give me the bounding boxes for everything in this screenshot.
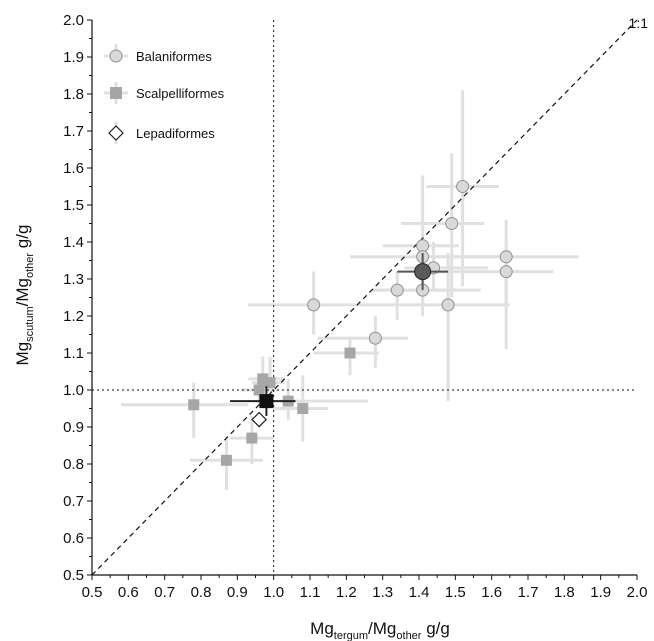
balaniformes-point-11 bbox=[368, 331, 382, 345]
y-axis-title-subscript2: other bbox=[24, 253, 36, 278]
y-tick-label-13: 1.8 bbox=[63, 86, 84, 103]
y-tick-label-1: 0.6 bbox=[63, 530, 84, 547]
legend-item-scalpelliformes: Scalpelliformes bbox=[104, 82, 225, 104]
y-tick-label-9: 1.4 bbox=[63, 234, 84, 251]
legend-lepadiformes-marker bbox=[108, 125, 124, 141]
y-tick-label-10: 1.5 bbox=[63, 197, 84, 214]
y-axis-title-part3: g/g bbox=[13, 225, 32, 253]
y-tick-label-11: 1.6 bbox=[63, 160, 84, 177]
y-tick-label-14: 1.9 bbox=[63, 49, 84, 66]
identity-line-label: 1:1 bbox=[629, 15, 649, 31]
x-tick-label-7: 1.2 bbox=[336, 584, 357, 601]
balaniformes-point-0 bbox=[456, 180, 470, 193]
balaniformes-point-6 bbox=[499, 265, 513, 279]
y-axis-title: Mgscutum/Mgother g/g bbox=[13, 225, 36, 366]
identity-line bbox=[91, 19, 638, 576]
balaniformes-point-10 bbox=[307, 298, 321, 312]
balaniformes-point-2 bbox=[416, 239, 430, 253]
scalpelliformes-point-0 bbox=[344, 347, 356, 359]
y-tick-label-6: 1.1 bbox=[63, 345, 84, 362]
legend-scalpelliformes-marker bbox=[110, 87, 122, 99]
balaniformes-mean-marker bbox=[414, 263, 432, 281]
y-tick-label-4: 0.9 bbox=[63, 419, 84, 436]
scalpelliformes-point-3 bbox=[253, 384, 265, 396]
legend-scalpelliformes-label: Scalpelliformes bbox=[136, 86, 225, 101]
x-tick-label-0: 0.5 bbox=[82, 584, 103, 601]
scalpelliformes-point-1 bbox=[257, 373, 269, 385]
legend-balaniformes-label: Balaniformes bbox=[136, 49, 212, 64]
scalpelliformes-point-8 bbox=[220, 454, 232, 466]
x-tick-label-10: 1.5 bbox=[445, 584, 466, 601]
x-axis-title: Mgtergum/Mgother g/g bbox=[310, 619, 450, 641]
y-tick-label-7: 1.2 bbox=[63, 308, 84, 325]
balaniformes-point-9 bbox=[441, 298, 455, 312]
y-axis-title-part1: Mg bbox=[13, 342, 32, 366]
legend-item-balaniformes: Balaniformes bbox=[104, 44, 212, 64]
y-tick-label-3: 0.8 bbox=[63, 456, 84, 473]
y-tick-label-12: 1.7 bbox=[63, 123, 84, 140]
balaniformes-point-1 bbox=[445, 217, 459, 230]
error-bars bbox=[121, 90, 579, 490]
x-tick-label-14: 1.9 bbox=[590, 584, 611, 601]
y-axis-title-subscript1: scutum bbox=[24, 306, 36, 341]
y-tick-label-5: 1.0 bbox=[63, 382, 84, 399]
legend-lepadiformes-label: Lepadiformes bbox=[136, 126, 215, 141]
scalpelliformes-point-6 bbox=[297, 403, 309, 414]
x-tick-label-4: 0.9 bbox=[227, 584, 248, 601]
y-tick-label-8: 1.3 bbox=[63, 271, 84, 288]
y-tick-label-0: 0.5 bbox=[63, 567, 84, 584]
x-tick-label-1: 0.6 bbox=[118, 584, 139, 601]
x-tick-label-2: 0.7 bbox=[154, 584, 175, 601]
legend-balaniformes-marker bbox=[109, 49, 123, 63]
x-tick-label-3: 0.8 bbox=[191, 584, 212, 601]
scalpelliformes-point-7 bbox=[246, 432, 258, 444]
x-tick-label-9: 1.4 bbox=[409, 584, 430, 601]
x-tick-label-5: 1.0 bbox=[263, 584, 284, 601]
balaniformes-point-7 bbox=[390, 283, 404, 297]
legend: Balaniformes Scalpelliformes Lepadiforme… bbox=[104, 44, 225, 144]
x-axis-title-part3: g/g bbox=[421, 619, 449, 638]
x-axis-title-part2: /Mg bbox=[368, 619, 396, 638]
x-tick-label-12: 1.7 bbox=[518, 584, 539, 601]
balaniformes-point-5 bbox=[499, 250, 513, 264]
x-tick-label-11: 1.6 bbox=[481, 584, 502, 601]
scalpelliformes-mean-marker bbox=[259, 394, 274, 409]
y-tick-label-15: 2.0 bbox=[63, 12, 84, 29]
x-tick-label-8: 1.3 bbox=[372, 584, 393, 601]
y-axis-title-part2: /Mg bbox=[13, 278, 32, 306]
lepadiformes-point-0 bbox=[251, 411, 267, 428]
x-tick-label-6: 1.1 bbox=[300, 584, 321, 601]
legend-item-lepadiformes: Lepadiformes bbox=[108, 122, 215, 144]
x-tick-label-13: 1.8 bbox=[554, 584, 575, 601]
x-axis-title-part1: Mg bbox=[310, 619, 334, 638]
scalpelliformes-point-2 bbox=[264, 377, 276, 389]
y-tick-label-2: 0.7 bbox=[63, 493, 84, 510]
reference-lines bbox=[91, 19, 638, 576]
axes: 0.5 0.6 0.7 0.8 0.9 1.0 1.1 1.2 1.3 1.4 1.5 1.6 1.7 1… bbox=[63, 12, 647, 601]
x-tick-label-15: 2.0 bbox=[627, 584, 648, 601]
scalpelliformes-point-4 bbox=[188, 399, 200, 411]
data-points bbox=[188, 180, 513, 466]
x-axis-title-subscript2: other bbox=[396, 630, 421, 641]
x-axis-title-subscript1: tergum bbox=[334, 630, 368, 641]
